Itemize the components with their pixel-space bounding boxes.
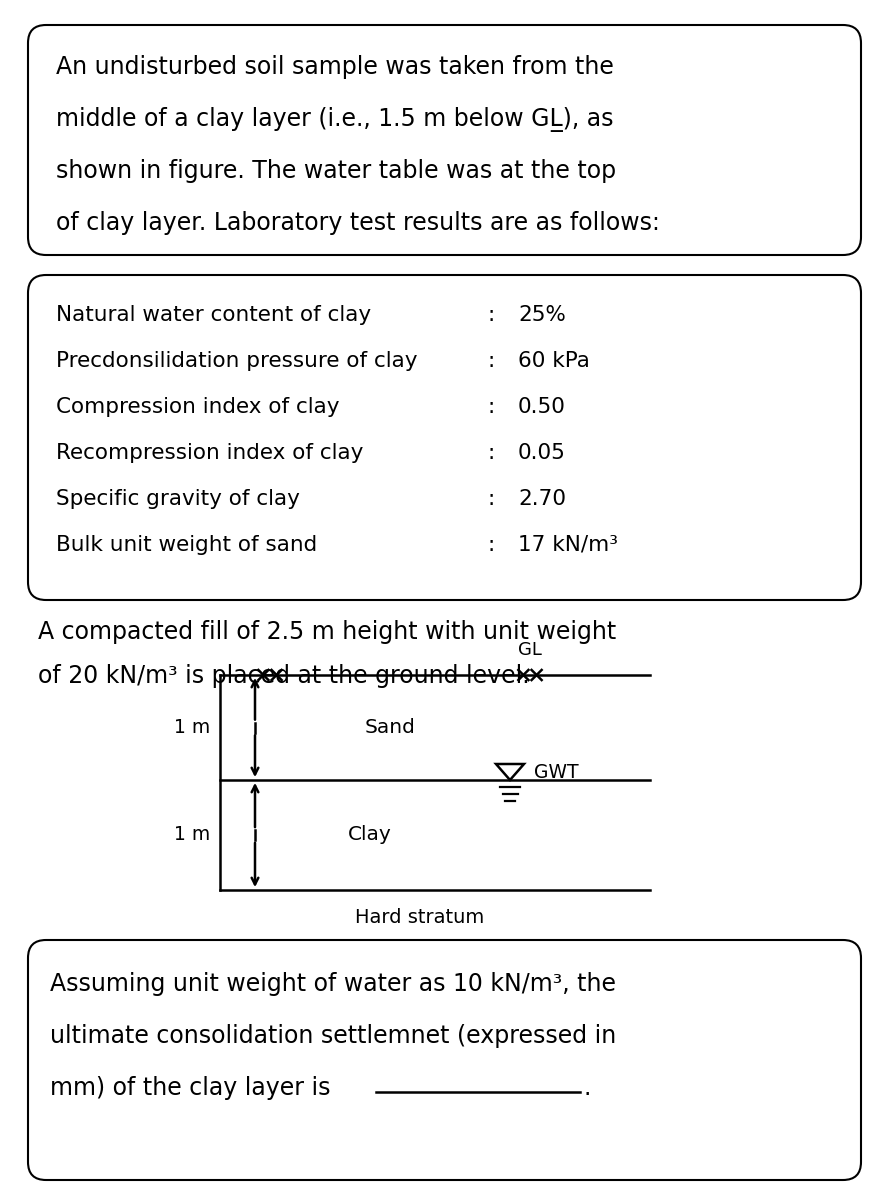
Text: GL: GL — [518, 641, 542, 659]
Text: shown in figure. The water table was at the top: shown in figure. The water table was at … — [56, 158, 616, 182]
Text: 25%: 25% — [518, 305, 566, 325]
Text: :: : — [488, 443, 495, 463]
Text: GWT: GWT — [534, 762, 579, 781]
Text: 17 kN/m³: 17 kN/m³ — [518, 535, 618, 554]
Text: A compacted fill of 2.5 m height with unit weight: A compacted fill of 2.5 m height with un… — [38, 620, 616, 644]
Text: Natural water content of clay: Natural water content of clay — [56, 305, 371, 325]
Text: Precdonsilidation pressure of clay: Precdonsilidation pressure of clay — [56, 350, 418, 371]
Text: :: : — [488, 397, 495, 416]
Text: An undisturbed soil sample was taken from the: An undisturbed soil sample was taken fro… — [56, 55, 614, 79]
Text: mm) of the clay layer is: mm) of the clay layer is — [50, 1076, 331, 1100]
Text: Compression index of clay: Compression index of clay — [56, 397, 340, 416]
Text: Recompression index of clay: Recompression index of clay — [56, 443, 364, 463]
Text: 0.50: 0.50 — [518, 397, 566, 416]
Text: Sand: Sand — [364, 718, 415, 737]
Text: of clay layer. Laboratory test results are as follows:: of clay layer. Laboratory test results a… — [56, 211, 660, 235]
Text: 2.70: 2.70 — [518, 490, 566, 509]
Text: of 20 kN/m³ is placed at the ground level.: of 20 kN/m³ is placed at the ground leve… — [38, 664, 530, 688]
Text: 1 m: 1 m — [173, 826, 210, 845]
Text: Assuming unit weight of water as 10 kN/m³, the: Assuming unit weight of water as 10 kN/m… — [50, 972, 616, 996]
Text: :: : — [488, 305, 495, 325]
Text: 60 kPa: 60 kPa — [518, 350, 590, 371]
Text: Hard stratum: Hard stratum — [356, 908, 485, 926]
Text: middle of a clay layer (i.e., 1.5 m below GL̲), as: middle of a clay layer (i.e., 1.5 m belo… — [56, 107, 613, 132]
Text: .: . — [583, 1076, 590, 1100]
Text: :: : — [488, 350, 495, 371]
Text: :: : — [488, 535, 495, 554]
Text: ultimate consolidation settlemnet (expressed in: ultimate consolidation settlemnet (expre… — [50, 1024, 616, 1048]
Text: Clay: Clay — [348, 826, 392, 845]
Text: Bulk unit weight of sand: Bulk unit weight of sand — [56, 535, 317, 554]
Text: :: : — [488, 490, 495, 509]
Text: 1 m: 1 m — [173, 718, 210, 737]
Text: 0.05: 0.05 — [518, 443, 566, 463]
Text: Specific gravity of clay: Specific gravity of clay — [56, 490, 300, 509]
